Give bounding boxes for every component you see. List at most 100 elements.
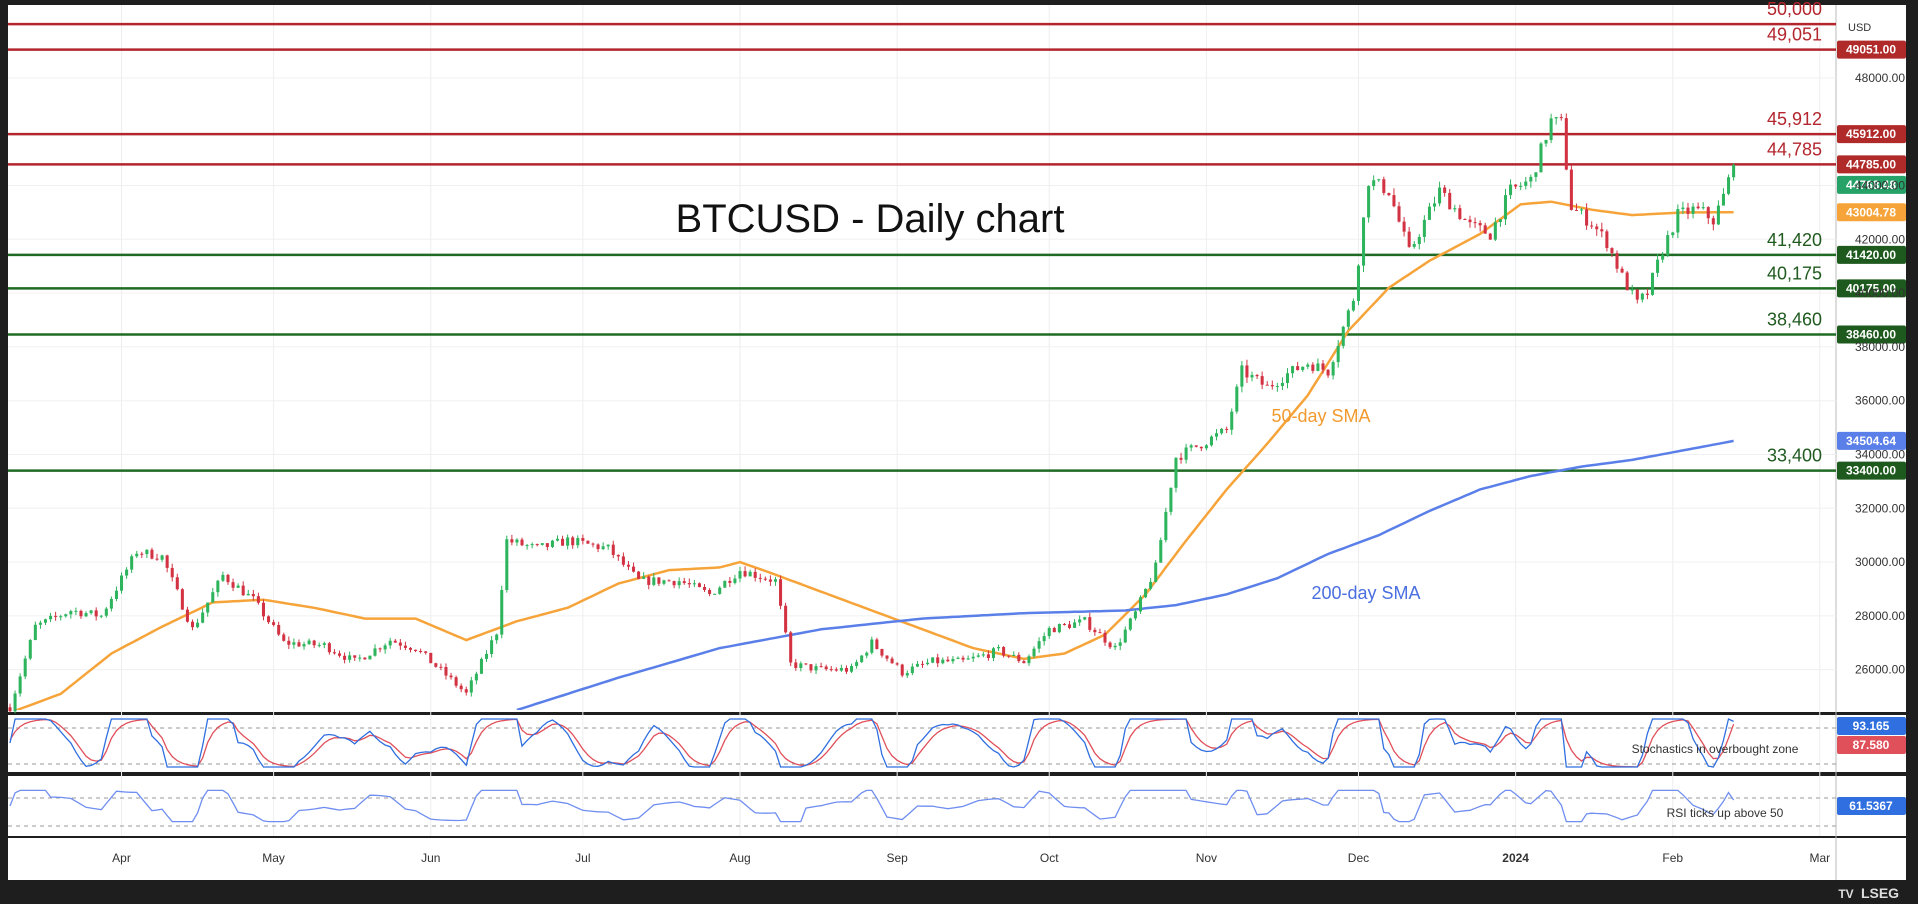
candle-body xyxy=(1407,231,1411,247)
candle-body xyxy=(231,582,235,588)
candle-body xyxy=(1716,205,1720,225)
candle-body xyxy=(1574,209,1578,211)
candle-body xyxy=(657,577,661,584)
candle-body xyxy=(59,616,63,618)
candle-body xyxy=(540,543,544,545)
y-tick-label: 28000.00 xyxy=(1855,609,1905,623)
candle-body xyxy=(591,543,595,545)
candle-body xyxy=(601,546,605,550)
candle-body xyxy=(576,538,580,546)
candle-body xyxy=(1412,243,1416,247)
candle-body xyxy=(1630,289,1634,291)
candle-body xyxy=(1027,656,1031,664)
candle-body xyxy=(1656,259,1660,273)
candle-body xyxy=(1108,642,1112,648)
candle-body xyxy=(1595,226,1599,230)
candle-body xyxy=(1615,253,1619,269)
x-tick-label: Aug xyxy=(729,851,750,865)
candle-body xyxy=(180,589,184,610)
level-label: 40,175 xyxy=(1767,263,1822,283)
stoch-k-badge-bg xyxy=(1837,717,1906,735)
candle-body xyxy=(1316,363,1320,371)
candle-body xyxy=(1585,209,1589,226)
stochastics-panel-bg xyxy=(8,715,1906,772)
candle-body xyxy=(1473,222,1477,224)
x-tick-label: Mar xyxy=(1809,851,1830,865)
candle-body xyxy=(1067,624,1072,628)
candle-body xyxy=(855,662,859,666)
candle-body xyxy=(672,581,676,586)
y-tick-label: 36000.00 xyxy=(1855,394,1905,408)
candle-body xyxy=(1189,445,1193,448)
candle-body xyxy=(464,689,468,693)
candle-body xyxy=(1194,445,1198,447)
candle-body xyxy=(327,643,331,653)
candle-body xyxy=(1083,617,1087,620)
y-tick-label: 30000.00 xyxy=(1855,555,1905,569)
candle-body xyxy=(1154,562,1158,582)
stochastics-note: Stochastics in overbought zone xyxy=(1632,742,1799,756)
rsi-line xyxy=(9,789,1735,823)
candle-body xyxy=(1625,272,1629,291)
candle-body xyxy=(216,580,220,593)
candle-body xyxy=(1032,648,1036,657)
candle-body xyxy=(1600,229,1604,232)
candle-body xyxy=(961,657,965,660)
candle-body xyxy=(1590,225,1594,227)
y-tick-label: 26000.00 xyxy=(1855,663,1905,677)
candle-body xyxy=(201,612,205,623)
level-label: 50,000 xyxy=(1767,0,1822,19)
sma50-badge: 43004.78 xyxy=(1846,205,1896,219)
candle-body xyxy=(388,640,392,646)
candle-body xyxy=(1270,384,1274,387)
candle-body xyxy=(733,578,737,583)
candle-body xyxy=(804,663,808,665)
candle-body xyxy=(1554,117,1558,119)
candle-body xyxy=(1007,655,1011,657)
candle-body xyxy=(277,624,281,635)
candle-body xyxy=(763,578,767,580)
candle-body xyxy=(500,589,504,635)
candle-body xyxy=(799,663,803,669)
lseg-logo: LSEG xyxy=(1861,885,1899,901)
candle-body xyxy=(1042,636,1046,642)
candle-body xyxy=(1640,293,1644,300)
support-resistance-lines: 50,000 49,051 45,912 44,785 41,420 40,175 38,4… xyxy=(8,0,1836,472)
candle-body xyxy=(931,657,935,663)
candle-body xyxy=(353,655,357,658)
candle-body xyxy=(1397,206,1401,222)
candle-body xyxy=(1128,618,1132,630)
candle-body xyxy=(571,537,575,546)
candle-body xyxy=(1169,487,1173,512)
candle-body xyxy=(1635,289,1639,300)
x-tick-label: May xyxy=(262,851,285,865)
candle-body xyxy=(408,647,413,650)
y-tick-label: 32000.00 xyxy=(1855,501,1905,515)
candle-body xyxy=(915,663,919,667)
candle-body xyxy=(900,664,904,676)
candle-body xyxy=(1275,386,1279,388)
candle-body xyxy=(1564,118,1568,170)
sma50-line xyxy=(13,200,1734,710)
candle-body xyxy=(1209,436,1213,446)
candle-body xyxy=(1351,300,1355,311)
candle-body xyxy=(708,589,712,594)
candle-body xyxy=(211,592,215,603)
candle-body xyxy=(490,640,494,654)
candle-body xyxy=(1676,209,1680,233)
candle-body xyxy=(1002,647,1006,656)
candle-body xyxy=(1706,207,1710,219)
candle-body xyxy=(261,602,265,617)
candle-body xyxy=(99,615,103,617)
gridlines xyxy=(8,5,1836,836)
candle-body xyxy=(905,673,909,676)
candle-body xyxy=(1580,209,1584,211)
candle-body xyxy=(1184,447,1188,460)
candle-body xyxy=(1047,627,1051,637)
candle-body xyxy=(1291,366,1295,374)
candle-body xyxy=(302,644,306,647)
level-badge-bg xyxy=(1837,40,1906,59)
candle-body xyxy=(1493,222,1497,240)
candle-body xyxy=(79,610,83,617)
candle-body xyxy=(860,655,864,663)
